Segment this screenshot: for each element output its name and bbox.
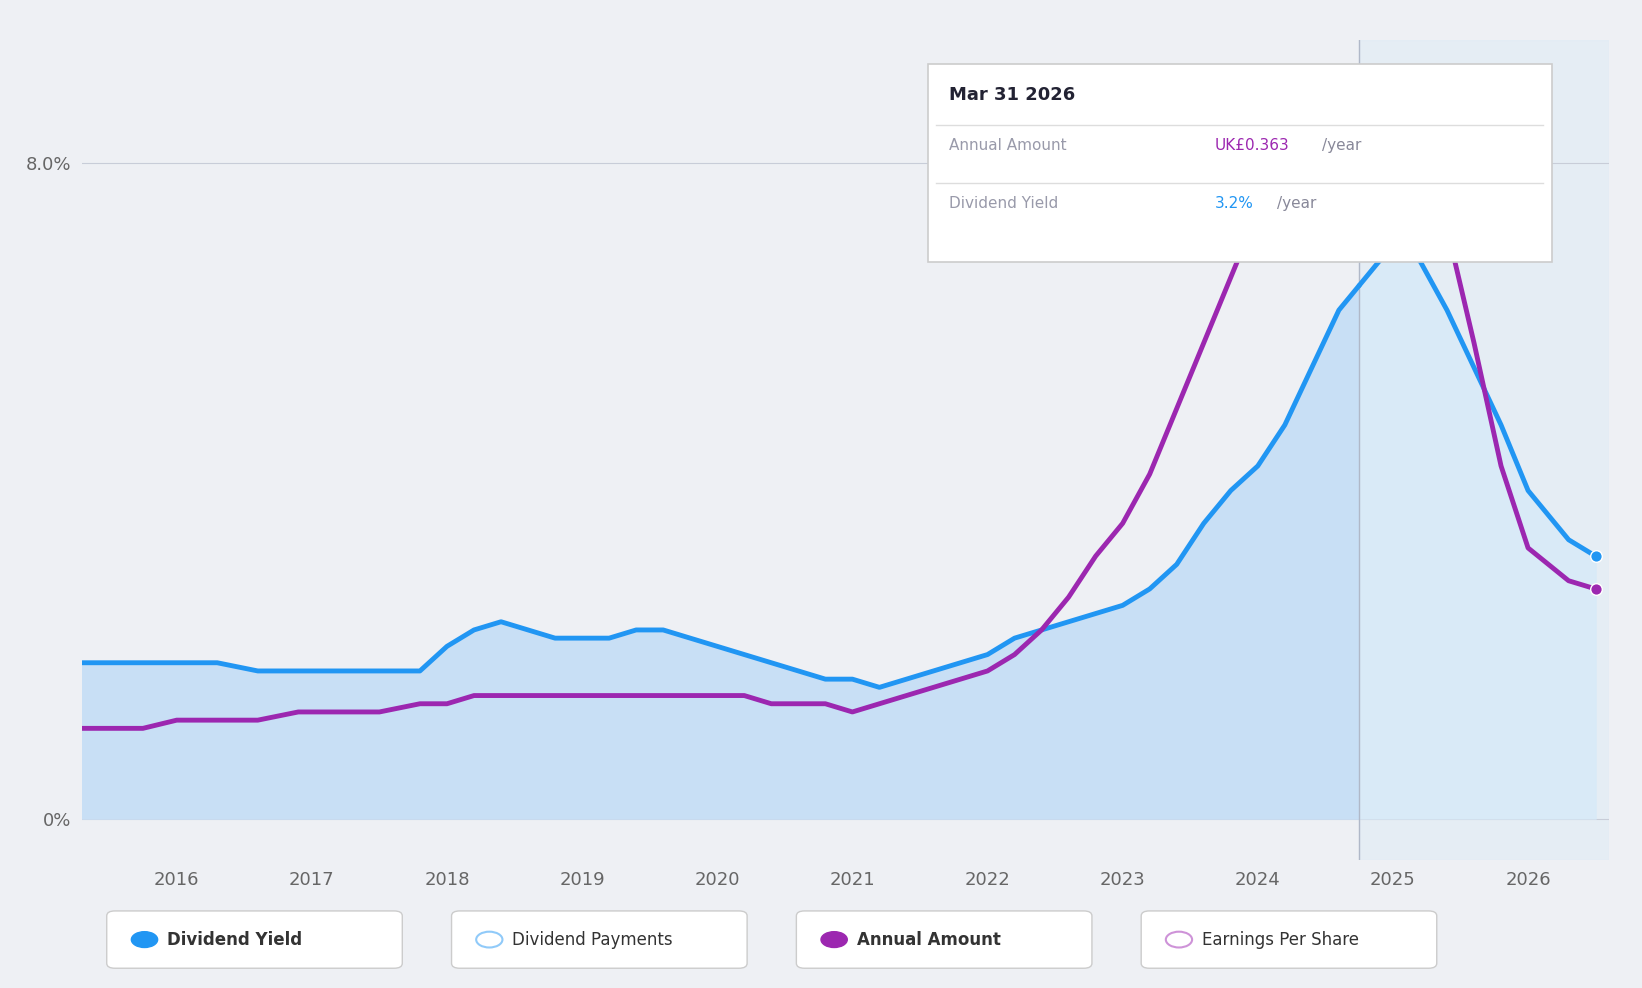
Text: Annual Amount: Annual Amount bbox=[857, 931, 1002, 948]
Text: Dividend Yield: Dividend Yield bbox=[167, 931, 302, 948]
Text: UK£0.363: UK£0.363 bbox=[1215, 138, 1291, 153]
Text: Analysts F: Analysts F bbox=[1369, 138, 1455, 156]
Text: Dividend Yield: Dividend Yield bbox=[949, 196, 1059, 210]
Point bbox=[1583, 581, 1609, 597]
Text: /year: /year bbox=[1322, 138, 1361, 153]
Point bbox=[1583, 548, 1609, 564]
Text: Annual Amount: Annual Amount bbox=[949, 138, 1067, 153]
Text: Mar 31 2026: Mar 31 2026 bbox=[949, 86, 1076, 104]
Text: Earnings Per Share: Earnings Per Share bbox=[1202, 931, 1360, 948]
Text: Past: Past bbox=[1317, 138, 1353, 156]
Bar bbox=[1360, 40, 1609, 860]
Text: /year: /year bbox=[1277, 196, 1317, 210]
Text: 3.2%: 3.2% bbox=[1215, 196, 1254, 210]
Text: Dividend Payments: Dividend Payments bbox=[512, 931, 673, 948]
